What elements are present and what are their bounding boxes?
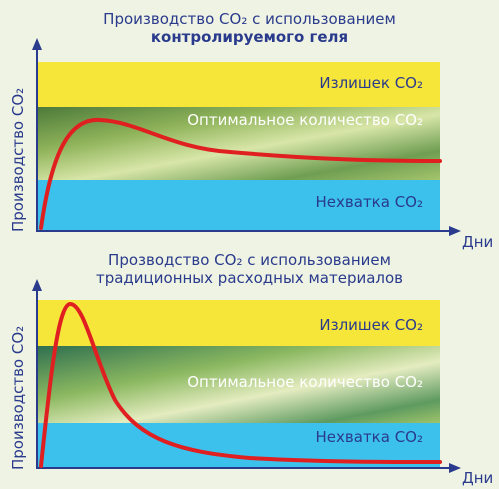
- panel2-optimal-zone: [37, 346, 440, 423]
- panel1-y-axis-label: Производство CO₂: [9, 87, 27, 232]
- panel1-deficit-zone: [37, 180, 440, 230]
- panel1-deficit-label: Нехватка CO₂: [315, 193, 423, 211]
- panel1-x-arrow-icon: [449, 226, 461, 236]
- panel1-co2-curve: [39, 117, 442, 230]
- panel1-excess-label: Излишек CO₂: [319, 74, 423, 92]
- panel1-title-line2: контролируемого геля: [150, 28, 349, 46]
- panel2-title: Прозводство CO₂ с использованием традици…: [0, 251, 499, 287]
- panel1-title-line1: Производство CO₂ с использованием: [103, 10, 396, 28]
- panel2-deficit-label: Нехватка CO₂: [315, 428, 423, 446]
- panel2-x-arrow-icon: [449, 463, 461, 473]
- panel2-title-line1: Прозводство CO₂ с использованием: [108, 251, 391, 269]
- panel1-y-arrow-icon: [32, 38, 42, 50]
- panel2-y-axis-label: Производство CO₂: [9, 325, 27, 470]
- panel2-y-arrow-icon: [32, 279, 42, 291]
- panel2-excess-zone: [37, 300, 440, 346]
- panel2-excess-label: Излишек CO₂: [319, 316, 423, 334]
- panel1-optimal-label: Оптимальное количество CO₂: [187, 111, 423, 129]
- panel1-x-axis-label: Дни: [462, 233, 494, 251]
- panel2-title-line2: традиционных расходных материалов: [95, 269, 404, 287]
- panel2-co2-curve: [39, 302, 442, 468]
- panel2-x-axis-label: Дни: [462, 469, 494, 487]
- panel1-excess-zone: [37, 62, 440, 107]
- panel1-title: Производство CO₂ с использованием контро…: [0, 10, 499, 46]
- panel2-optimal-label: Оптимальное количество CO₂: [187, 373, 423, 391]
